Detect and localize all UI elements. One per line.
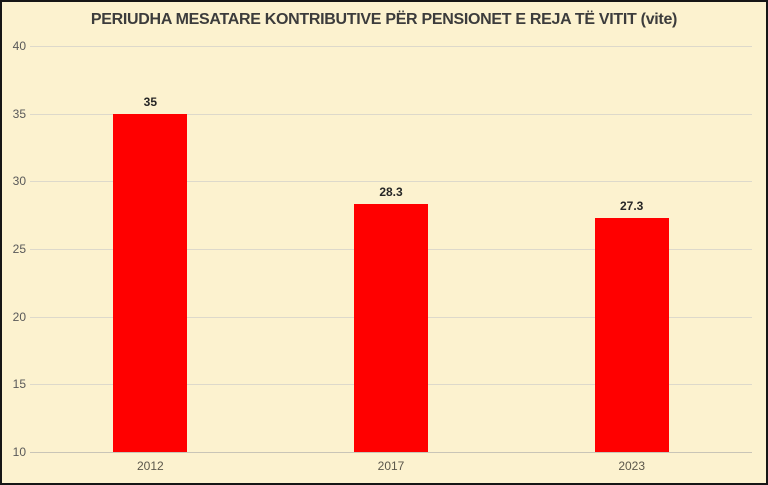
y-tick-label-15: 15 (12, 377, 26, 392)
gridline-30 (30, 181, 752, 183)
bar-2023 (594, 217, 669, 452)
x-tick-label-2023: 2023 (618, 459, 646, 473)
bar-value-label-2012: 35 (143, 94, 158, 109)
bar-value-label-2017: 28.3 (379, 185, 403, 200)
plot-area: 35 28.3 27.3 (30, 46, 752, 453)
x-tick-label-2012: 2012 (136, 459, 164, 473)
bars-layer: 35 28.3 27.3 (30, 46, 752, 452)
y-tick-label-10: 10 (12, 445, 26, 459)
bar-2017 (354, 204, 428, 452)
y-tick-label-25: 25 (12, 242, 26, 256)
bar-slot-2017: 28.3 (271, 46, 512, 452)
bar-slot-2012: 35 (30, 46, 271, 452)
y-axis-tick-labels: 40 35 30 25 20 15 10 (6, 40, 26, 458)
bar-value-label-2023: 27.3 (619, 198, 644, 213)
bar-slot-2023: 27.3 (511, 46, 752, 452)
gridline-35 (30, 113, 752, 115)
x-axis-line (30, 452, 752, 453)
x-tick-label-2017: 2017 (377, 459, 405, 473)
chart-title: PERIUDHA MESATARE KONTRIBUTIVE PËR PENSI… (90, 11, 678, 28)
y-tick-label-30: 30 (12, 174, 26, 189)
y-tick-label-40: 40 (12, 39, 26, 53)
gridline-40 (30, 46, 752, 47)
bar-2012 (113, 113, 188, 452)
y-tick-label-35: 35 (12, 106, 26, 121)
y-tick-label-20: 20 (12, 309, 26, 324)
x-axis-tick-labels: 2012 2017 2023 (30, 459, 752, 473)
